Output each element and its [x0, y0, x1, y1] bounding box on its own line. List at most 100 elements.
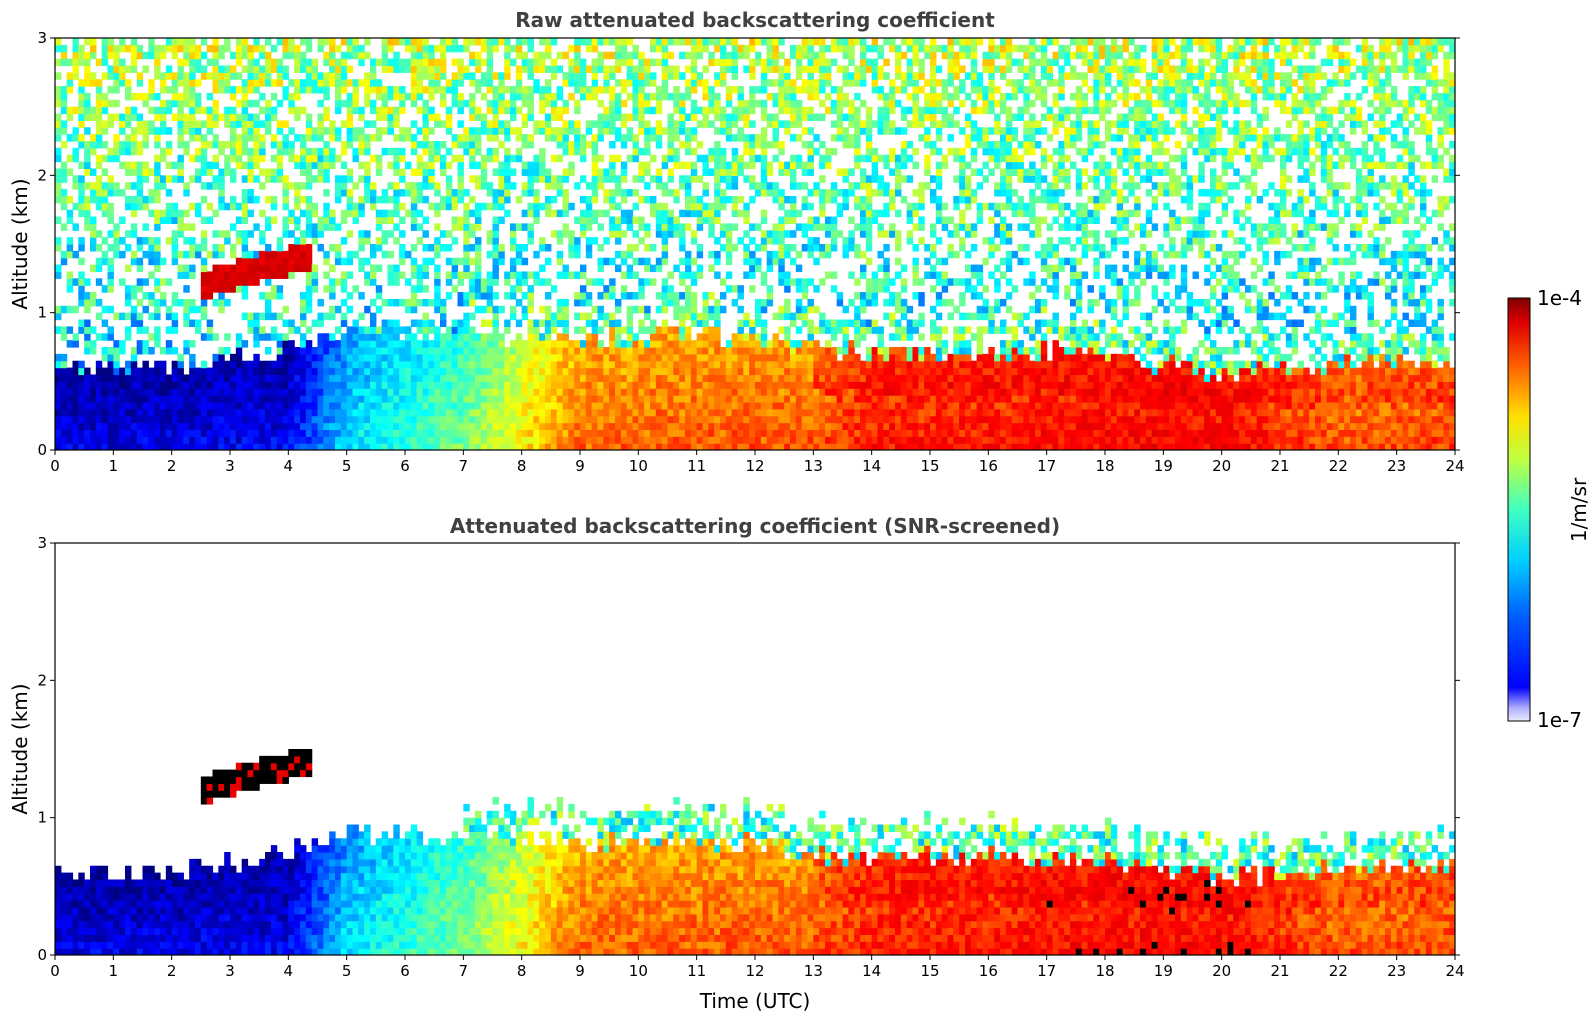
heatmap-cell [492, 443, 499, 450]
heatmap-cell [725, 58, 733, 67]
heatmap-cell [200, 51, 208, 60]
heatmap-cell [399, 154, 406, 163]
heatmap-cell [696, 195, 704, 204]
heatmap-cell [597, 168, 604, 176]
heatmap-cell [148, 292, 155, 300]
heatmap-cell [638, 347, 645, 355]
heatmap-cell [265, 271, 272, 279]
heatmap-cell [410, 209, 418, 218]
heatmap-cell [375, 347, 383, 355]
heatmap-cell [346, 51, 354, 60]
heatmap-cell [399, 175, 406, 183]
heatmap-cell [90, 422, 97, 430]
chart-title: Raw attenuated backscattering coefficien… [515, 8, 995, 32]
heatmap-cell [247, 264, 254, 273]
heatmap-cell [399, 127, 406, 135]
heatmap-cell [410, 367, 418, 376]
heatmap-cell [346, 92, 354, 101]
heatmap-cell [352, 408, 359, 417]
heatmap-cell [591, 305, 599, 314]
heatmap-cell [685, 292, 692, 300]
heatmap-cell [696, 44, 704, 53]
heatmap-cell [492, 408, 499, 417]
heatmap-cell [305, 340, 313, 348]
heatmap-cell [655, 99, 663, 108]
heatmap-cell [300, 319, 307, 327]
heatmap-cell [591, 65, 599, 73]
heatmap-cell [702, 353, 709, 362]
heatmap-cell [486, 436, 494, 444]
heatmap-cell [218, 374, 225, 382]
heatmap-cell [562, 147, 569, 156]
heatmap-cell [235, 353, 243, 362]
heatmap-cell [650, 244, 657, 252]
heatmap-cell [72, 340, 79, 348]
heatmap-cell [661, 298, 669, 307]
heatmap-cell [393, 65, 400, 73]
heatmap-cell [725, 51, 733, 60]
heatmap-cell [410, 285, 418, 293]
heatmap-cell [230, 436, 237, 444]
heatmap-cell [720, 154, 727, 163]
heatmap-cell [381, 216, 389, 224]
heatmap-cell [772, 230, 779, 238]
heatmap-cell [276, 381, 284, 389]
heatmap-cell [550, 436, 558, 444]
heatmap-cell [620, 120, 628, 128]
heatmap-cell [119, 367, 126, 376]
heatmap-cell [160, 278, 167, 286]
heatmap-cell [253, 312, 260, 321]
heatmap-cell [259, 436, 266, 444]
heatmap-cell [766, 168, 774, 176]
heatmap-cell [364, 182, 371, 190]
heatmap-cell [521, 292, 529, 300]
heatmap-cell [253, 113, 260, 121]
heatmap-cell [241, 395, 249, 403]
heatmap-cell [574, 374, 581, 382]
heatmap-cell [393, 237, 400, 245]
heatmap-cell [317, 175, 324, 183]
heatmap-cell [387, 182, 394, 190]
heatmap-cell [533, 65, 540, 73]
heatmap-cell [696, 395, 704, 403]
heatmap-cell [679, 367, 686, 376]
heatmap-cell [574, 79, 581, 87]
heatmap-cell [235, 38, 243, 46]
heatmap-cell [615, 175, 622, 183]
heatmap-cell [78, 141, 85, 149]
heatmap-cell [714, 312, 721, 321]
heatmap-cell [294, 250, 301, 259]
heatmap-cell [130, 305, 138, 314]
heatmap-cell [486, 429, 494, 437]
heatmap-cell [615, 79, 622, 87]
heatmap-cell [731, 223, 739, 231]
heatmap-cell [533, 250, 540, 259]
heatmap-cell [224, 44, 231, 53]
heatmap-cell [574, 436, 581, 444]
heatmap-cell [720, 353, 727, 362]
heatmap-cell [177, 161, 184, 170]
heatmap-cell [475, 250, 482, 259]
heatmap-cell [200, 257, 208, 266]
heatmap-cell [317, 388, 324, 396]
heatmap-cell [772, 374, 779, 382]
heatmap-cell [72, 175, 79, 183]
heatmap-cell [358, 113, 365, 121]
heatmap-cell [498, 257, 505, 266]
heatmap-cell [329, 44, 336, 53]
heatmap-cell [638, 429, 645, 437]
heatmap-cell [340, 381, 348, 389]
heatmap-cell [591, 388, 599, 396]
heatmap-cell [504, 374, 511, 382]
heatmap-cell [399, 244, 406, 252]
heatmap-cell [772, 415, 779, 424]
heatmap-cell [130, 182, 138, 190]
heatmap-cell [510, 244, 517, 252]
heatmap-cell [416, 106, 424, 115]
heatmap-cell [265, 244, 272, 252]
heatmap-cell [556, 415, 564, 424]
heatmap-cell [644, 367, 651, 376]
heatmap-cell [749, 395, 756, 403]
heatmap-cell [661, 443, 669, 450]
heatmap-cell [574, 395, 581, 403]
